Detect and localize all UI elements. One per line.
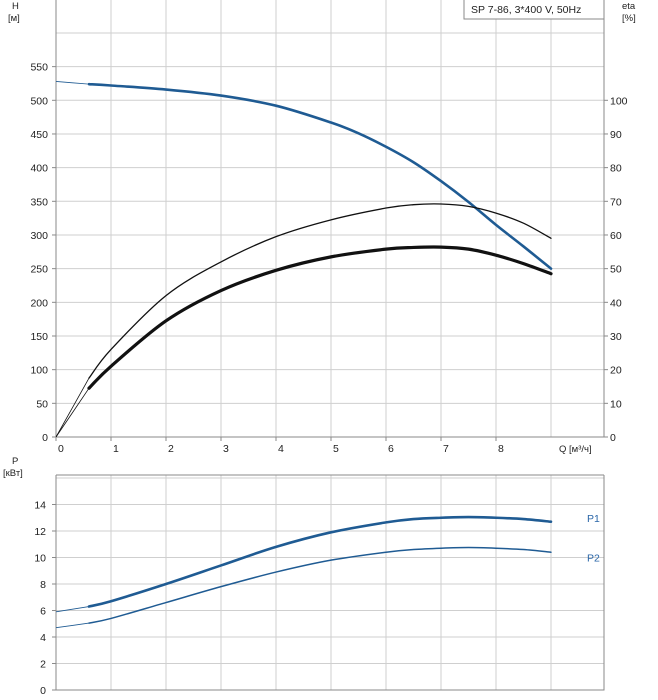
power-tick-label: 8	[40, 579, 46, 591]
q-tick-label: 4	[278, 443, 284, 455]
head-efficiency-gridlines	[55, 0, 605, 438]
head-axis-symbol: H	[12, 1, 19, 12]
head-tick-label: 0	[42, 432, 48, 444]
eta-axis-symbol: eta	[622, 1, 636, 12]
head-efficiency-tick-labels: 0501001502002503003504004505005500102030…	[30, 62, 627, 455]
p1-series-label: P1	[587, 513, 600, 525]
eta-tick-label: 0	[610, 432, 616, 444]
head-tick-label: 400	[30, 163, 48, 175]
q-tick-label: 0	[58, 443, 64, 455]
head-axis-unit: [м]	[8, 13, 20, 24]
head-tick-label: 500	[30, 95, 48, 107]
power-axis-unit: [кВт]	[3, 468, 23, 479]
eta-tick-label: 10	[610, 398, 622, 410]
eta-tick-label: 60	[610, 230, 622, 242]
power-tick-label: 12	[34, 526, 46, 538]
eta-tick-label: 40	[610, 297, 622, 309]
chart-title: SP 7-86, 3*400 V, 50Hz	[471, 4, 581, 16]
head-tick-label: 300	[30, 230, 48, 242]
eta-tick-label: 90	[610, 129, 622, 141]
eta-axis-unit: [%]	[622, 13, 636, 24]
head-axis-label: H [м]	[8, 1, 22, 24]
eta-thick-curve	[87, 245, 553, 390]
power-gridlines	[55, 474, 605, 691]
head-tick-label: 250	[30, 264, 48, 276]
eta-tick-label: 70	[610, 196, 622, 208]
q-tick-label: 3	[223, 443, 229, 455]
eta-axis-label: eta [%]	[622, 1, 638, 24]
p1-curve-extension	[55, 606, 90, 613]
p2-curve	[88, 546, 552, 624]
head-tick-label: 550	[30, 62, 48, 74]
power-tick-label: 10	[34, 553, 46, 565]
eta-thin-curve-extension	[55, 377, 90, 438]
q-tick-label: 1	[113, 443, 119, 455]
p1-curve	[87, 515, 553, 608]
eta-tick-label: 20	[610, 365, 622, 377]
eta-tick-label: 80	[610, 163, 622, 175]
q-tick-label: 2	[168, 443, 174, 455]
eta-thin-curve	[88, 203, 552, 379]
q-tick-label: 8	[498, 443, 504, 455]
head-tick-label: 50	[36, 398, 48, 410]
q-tick-label: 5	[333, 443, 339, 455]
q-tick-label: 6	[388, 443, 394, 455]
power-tick-label: 0	[40, 685, 46, 697]
head-curve	[87, 82, 553, 270]
p2-curve-extension	[55, 622, 90, 629]
head-curve-extension	[55, 81, 90, 85]
eta-tick-label: 50	[610, 264, 622, 276]
q-tick-label: 7	[443, 443, 449, 455]
head-efficiency-curves	[55, 81, 553, 438]
p2-series-label: P2	[587, 553, 600, 565]
head-tick-label: 200	[30, 297, 48, 309]
eta-thick-curve-extension	[55, 387, 90, 438]
power-panel: P1 P2 0 2 4 6 8 10 12 14 P [кВт]	[3, 456, 605, 697]
eta-tick-label: 30	[610, 331, 622, 343]
power-frame	[55, 475, 605, 691]
power-axis-symbol: P	[12, 456, 18, 467]
power-tick-labels: 0 2 4 6 8 10 12 14	[34, 500, 56, 697]
power-tick-label: 2	[40, 659, 46, 671]
head-tick-label: 350	[30, 196, 48, 208]
power-axis-label: P [кВт]	[3, 456, 23, 479]
power-tick-label: 4	[40, 632, 46, 644]
flow-axis-label: Q [м³/ч]	[559, 444, 592, 455]
power-curves: P1 P2	[55, 513, 600, 629]
head-tick-label: 100	[30, 365, 48, 377]
head-tick-label: 450	[30, 129, 48, 141]
eta-tick-label: 100	[610, 95, 628, 107]
head-efficiency-frame	[55, 0, 605, 438]
power-tick-label: 14	[34, 500, 46, 512]
head-efficiency-panel: 0501001502002503003504004505005500102030…	[8, 0, 638, 455]
power-tick-label: 6	[40, 606, 46, 618]
head-tick-label: 150	[30, 331, 48, 343]
chart-title-box	[463, 0, 605, 20]
